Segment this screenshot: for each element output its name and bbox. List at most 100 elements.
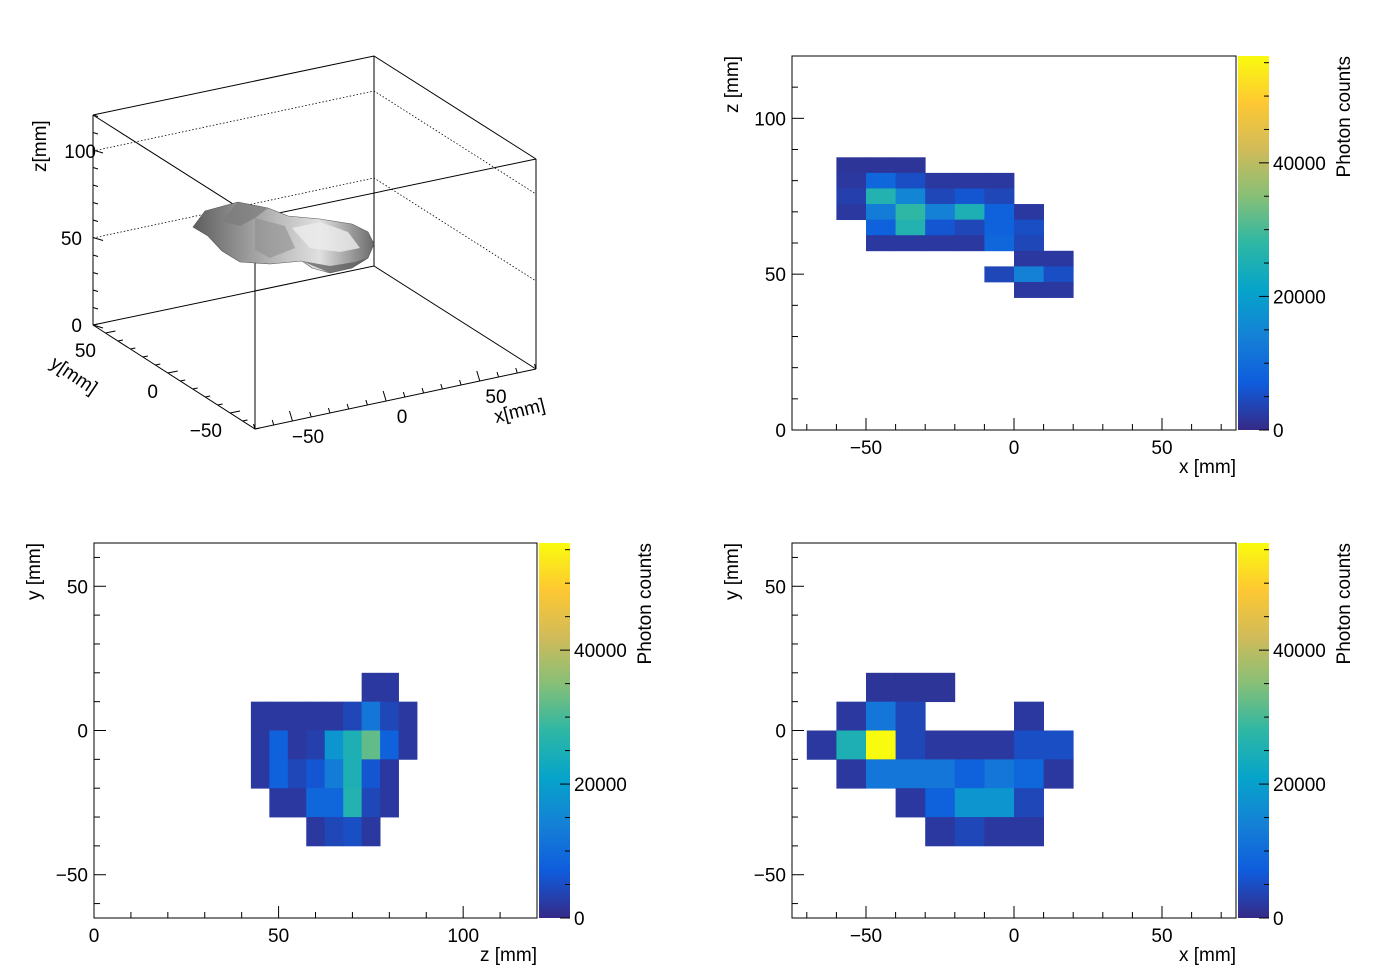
- heatmap-bin: [954, 817, 985, 847]
- heatmap-bin: [250, 730, 270, 760]
- z-tick-mark: [92, 167, 99, 170]
- colorbar-tick-label: 40000: [574, 641, 627, 662]
- heatmap-bin: [343, 730, 363, 760]
- y-tick-label: 0: [147, 382, 158, 403]
- heatmap-bin: [1014, 730, 1044, 760]
- heatmap-bin: [954, 759, 985, 789]
- x-tick-mark: [309, 411, 312, 418]
- colorbar-tick-label: 20000: [574, 775, 627, 796]
- x-tick-label: 50: [1151, 438, 1172, 459]
- x-tick-label: 0: [89, 926, 100, 947]
- y-axis-title: y [mm]: [722, 543, 743, 600]
- colorbar-tick-label: 0: [574, 909, 585, 930]
- heatmap-bin: [398, 730, 418, 760]
- heatmap-bin: [954, 235, 985, 252]
- colorbar-tick-label: 0: [1273, 909, 1284, 930]
- x-tick-mark: [534, 363, 537, 370]
- z-tick-mark: [92, 114, 99, 117]
- heatmap-bin: [1043, 250, 1074, 267]
- reconstructed-surface: [192, 201, 375, 274]
- x-tick-mark: [382, 390, 387, 402]
- colorbar: [1238, 543, 1269, 918]
- box-3d-gridlines: [92, 90, 537, 282]
- axis-ticks: [792, 556, 1222, 918]
- heatmap-bin: [324, 730, 344, 760]
- heatmap-bins: [250, 672, 418, 847]
- z-tick-mark: [92, 289, 99, 292]
- heatmap-bin: [925, 730, 956, 760]
- colorbar-tick-label: 20000: [1273, 775, 1326, 796]
- colorbar-tick-label: 40000: [1273, 641, 1326, 662]
- x-tick-mark: [346, 403, 350, 410]
- heatmap-bin: [954, 788, 985, 818]
- heatmap-bin: [1043, 759, 1074, 789]
- heatmap-bin: [343, 817, 363, 847]
- heatmap-bin: [866, 701, 896, 731]
- y-tick-mark: [117, 339, 124, 342]
- heatmap-bin: [925, 219, 956, 236]
- x-tick-mark: [402, 391, 406, 398]
- heatmap-bin: [984, 219, 1015, 236]
- heatmap-bin: [250, 759, 270, 789]
- y-tick-mark: [254, 427, 261, 430]
- heatmap-bin: [895, 788, 926, 818]
- heatmap-bins: [836, 157, 1074, 298]
- x-tick-label: −50: [292, 427, 324, 448]
- axis-tick-labels: −50 0 50 0 50 100: [754, 109, 1172, 459]
- y-axis-title: y [mm]: [24, 543, 45, 600]
- heatmap-bin: [1014, 235, 1044, 252]
- heatmap-bin: [895, 701, 926, 731]
- heatmap-bin: [836, 172, 867, 189]
- heatmap-bin: [380, 759, 399, 789]
- x-tick-mark: [515, 367, 518, 374]
- heatmap-bin: [866, 235, 896, 252]
- heatmap-bin: [984, 817, 1015, 847]
- heatmap-bin: [866, 157, 896, 174]
- colorbar-tick-label: 0: [1273, 421, 1284, 442]
- heatmap-bin: [1014, 817, 1044, 847]
- heatmap-bin: [269, 730, 289, 760]
- heatmap-bin: [361, 817, 381, 847]
- x-tick-mark: [288, 410, 293, 422]
- y-tick-label: 50: [765, 265, 786, 286]
- z-tick-mark: [92, 149, 104, 154]
- y-tick-mark: [105, 330, 116, 334]
- heatmap-bin: [1014, 266, 1044, 283]
- colorbar: [1238, 56, 1269, 430]
- heatmap-bin: [954, 219, 985, 236]
- heatmap-bin: [895, 188, 926, 205]
- z-tick-mark: [92, 132, 99, 135]
- y-tick-mark: [142, 355, 148, 358]
- heatmap-bin: [984, 204, 1015, 221]
- heatmap-bin: [361, 788, 381, 818]
- z-tick-mark: [92, 254, 99, 257]
- y-tick-mark: [242, 419, 248, 422]
- heatmap-bin: [1014, 281, 1044, 298]
- heatmap-bin: [361, 672, 381, 703]
- panel-zy: 0 50 100 −50 0 50 z [mm] y [mm] 0 20000 40000 P…: [24, 542, 656, 966]
- heatmap-bin: [269, 701, 289, 731]
- y-tick-label: 0: [775, 421, 786, 442]
- z-tick-mark: [92, 202, 99, 205]
- y-tick-mark: [180, 379, 186, 382]
- axis-tick-labels: −50 0 50 −50 0 50: [754, 577, 1173, 947]
- heatmap-bin: [954, 172, 985, 189]
- heatmap-bin: [836, 188, 867, 205]
- x-axis-title: x [mm]: [1179, 945, 1236, 966]
- heatmap-bin: [925, 672, 956, 703]
- heatmap-bin: [836, 157, 867, 174]
- heatmap-bin: [1043, 281, 1074, 298]
- colorbar-title: Photon counts: [1334, 56, 1355, 177]
- heatmap-bin: [925, 172, 956, 189]
- x-tick-label: 50: [485, 387, 506, 408]
- heatmap-bin: [287, 701, 307, 731]
- heatmap-bin: [866, 219, 896, 236]
- heatmap-bin: [306, 730, 326, 760]
- z-tick-mark: [92, 272, 99, 275]
- colorbar-tick-label: 40000: [1273, 154, 1326, 175]
- heatmap-bin: [984, 172, 1015, 189]
- x-tick-label: 50: [268, 926, 289, 947]
- heatmap-bin: [1014, 219, 1044, 236]
- heatmap-bin: [836, 759, 867, 789]
